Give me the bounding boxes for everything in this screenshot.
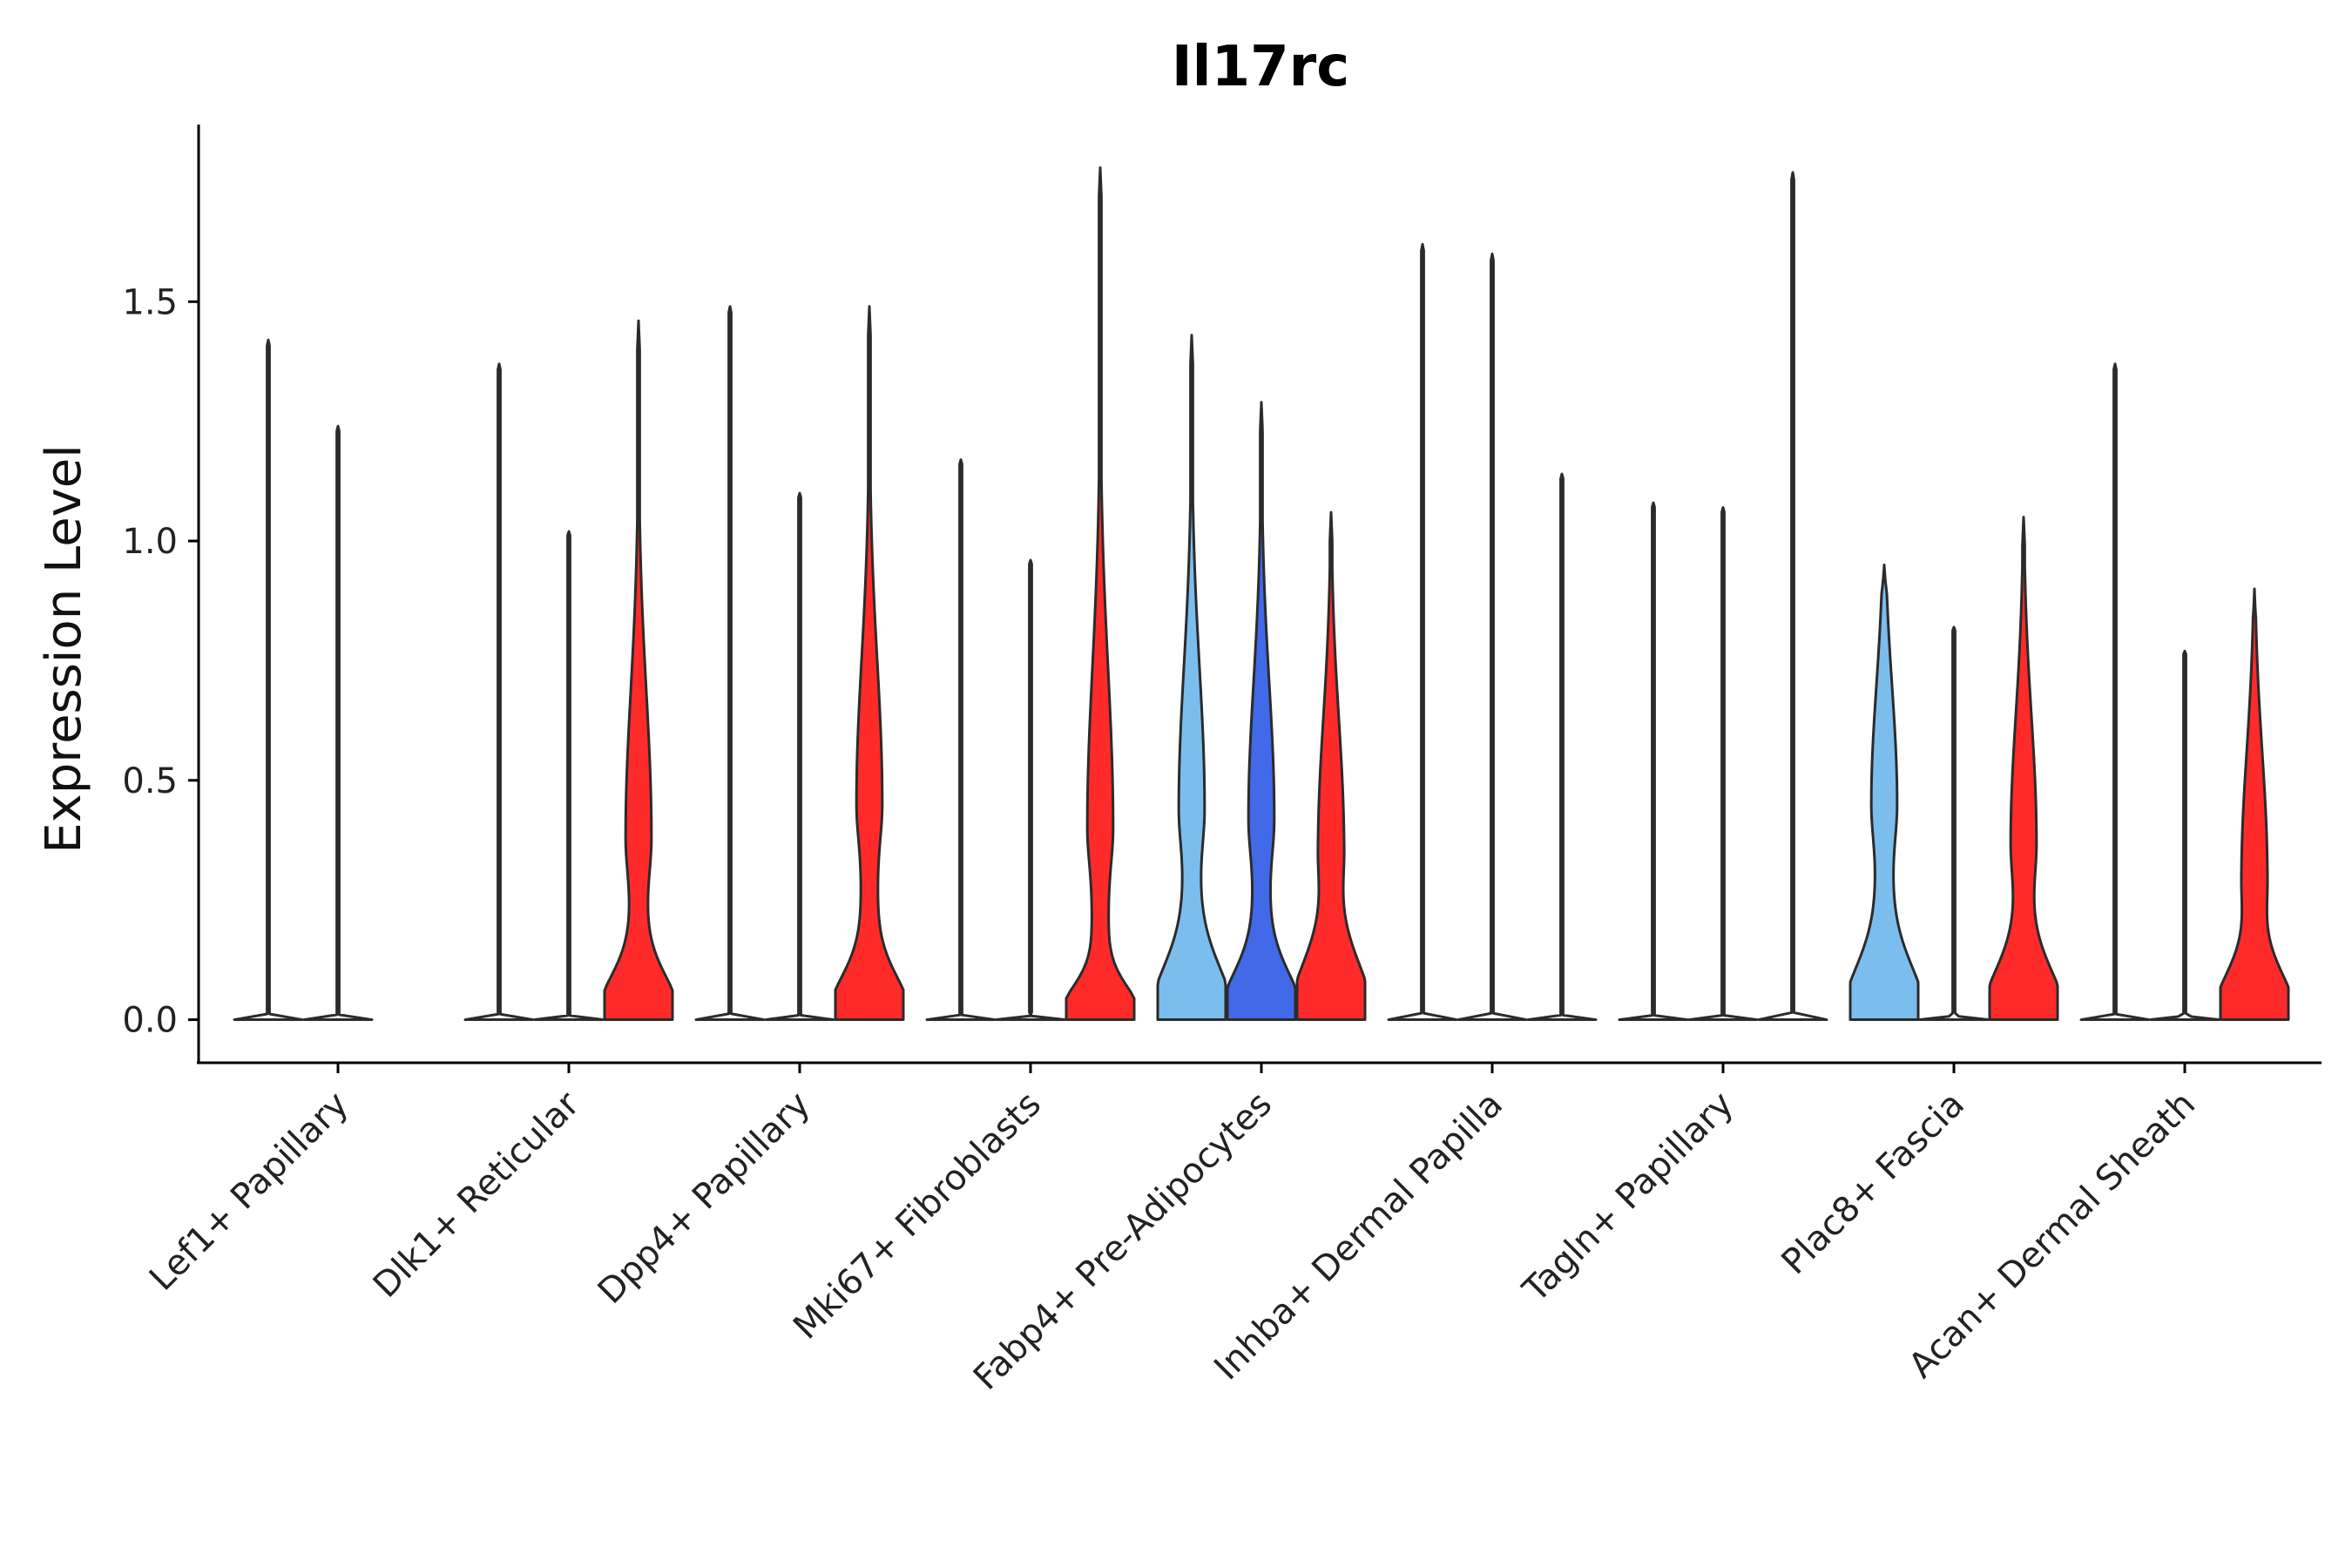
violin-5-3	[1295, 510, 1367, 1022]
violin-5-1	[1156, 334, 1227, 1022]
violin-1-1	[233, 338, 304, 1022]
x-tick-label: Dlk1+ Reticular	[366, 1084, 588, 1306]
y-tick-label: 1.0	[122, 522, 178, 562]
x-tick-label: Dpp4+ Papillary	[591, 1085, 818, 1312]
violin-2-3	[603, 319, 674, 1022]
x-ticks: Lef1+ Papillary Dlk1+ Reticular Dpp4+ Papi…	[142, 1063, 2203, 1398]
x-tick-label: Plac8+ Fascia	[1774, 1085, 1973, 1283]
violin-5-2	[1226, 401, 1297, 1022]
chart-title: Il17rc	[1172, 35, 1349, 99]
x-tick-label: Lef1+ Papillary	[142, 1085, 356, 1299]
y-ticks: 0.0 0.5 1.0 1.5	[122, 282, 199, 1041]
x-tick-label: Mki67+ Fibroblasts	[786, 1085, 1049, 1348]
violin-9-2	[2149, 649, 2220, 1022]
violin-3-3	[834, 305, 905, 1022]
violin-4-1	[925, 458, 997, 1022]
violin-4-3	[1064, 166, 1136, 1022]
y-axis-title: Expression Level	[36, 444, 92, 854]
violin-8-1	[1848, 564, 1920, 1022]
violin-1-2	[302, 424, 374, 1022]
violin-9-3	[2219, 587, 2290, 1022]
x-tick-label: Tagln+ Papillary	[1515, 1085, 1741, 1311]
violin-8-2	[1918, 625, 1990, 1022]
violin-layer	[233, 166, 2290, 1022]
violin-3-1	[694, 305, 766, 1022]
violin-7-2	[1687, 506, 1759, 1022]
violin-6-1	[1387, 242, 1458, 1022]
violin-4-2	[995, 558, 1066, 1022]
violin-6-3	[1526, 472, 1598, 1022]
violin-2-2	[533, 530, 605, 1022]
violin-3-2	[764, 491, 835, 1022]
y-tick-label: 0.5	[122, 761, 178, 801]
violin-8-3	[1988, 516, 2059, 1022]
y-tick-label: 0.0	[122, 1001, 178, 1041]
violin-9-1	[2079, 362, 2151, 1022]
violin-2-1	[463, 362, 535, 1022]
violin-7-3	[1757, 171, 1828, 1022]
y-tick-label: 1.5	[122, 282, 178, 322]
violin-7-1	[1618, 501, 1689, 1022]
violin-6-2	[1456, 252, 1528, 1022]
